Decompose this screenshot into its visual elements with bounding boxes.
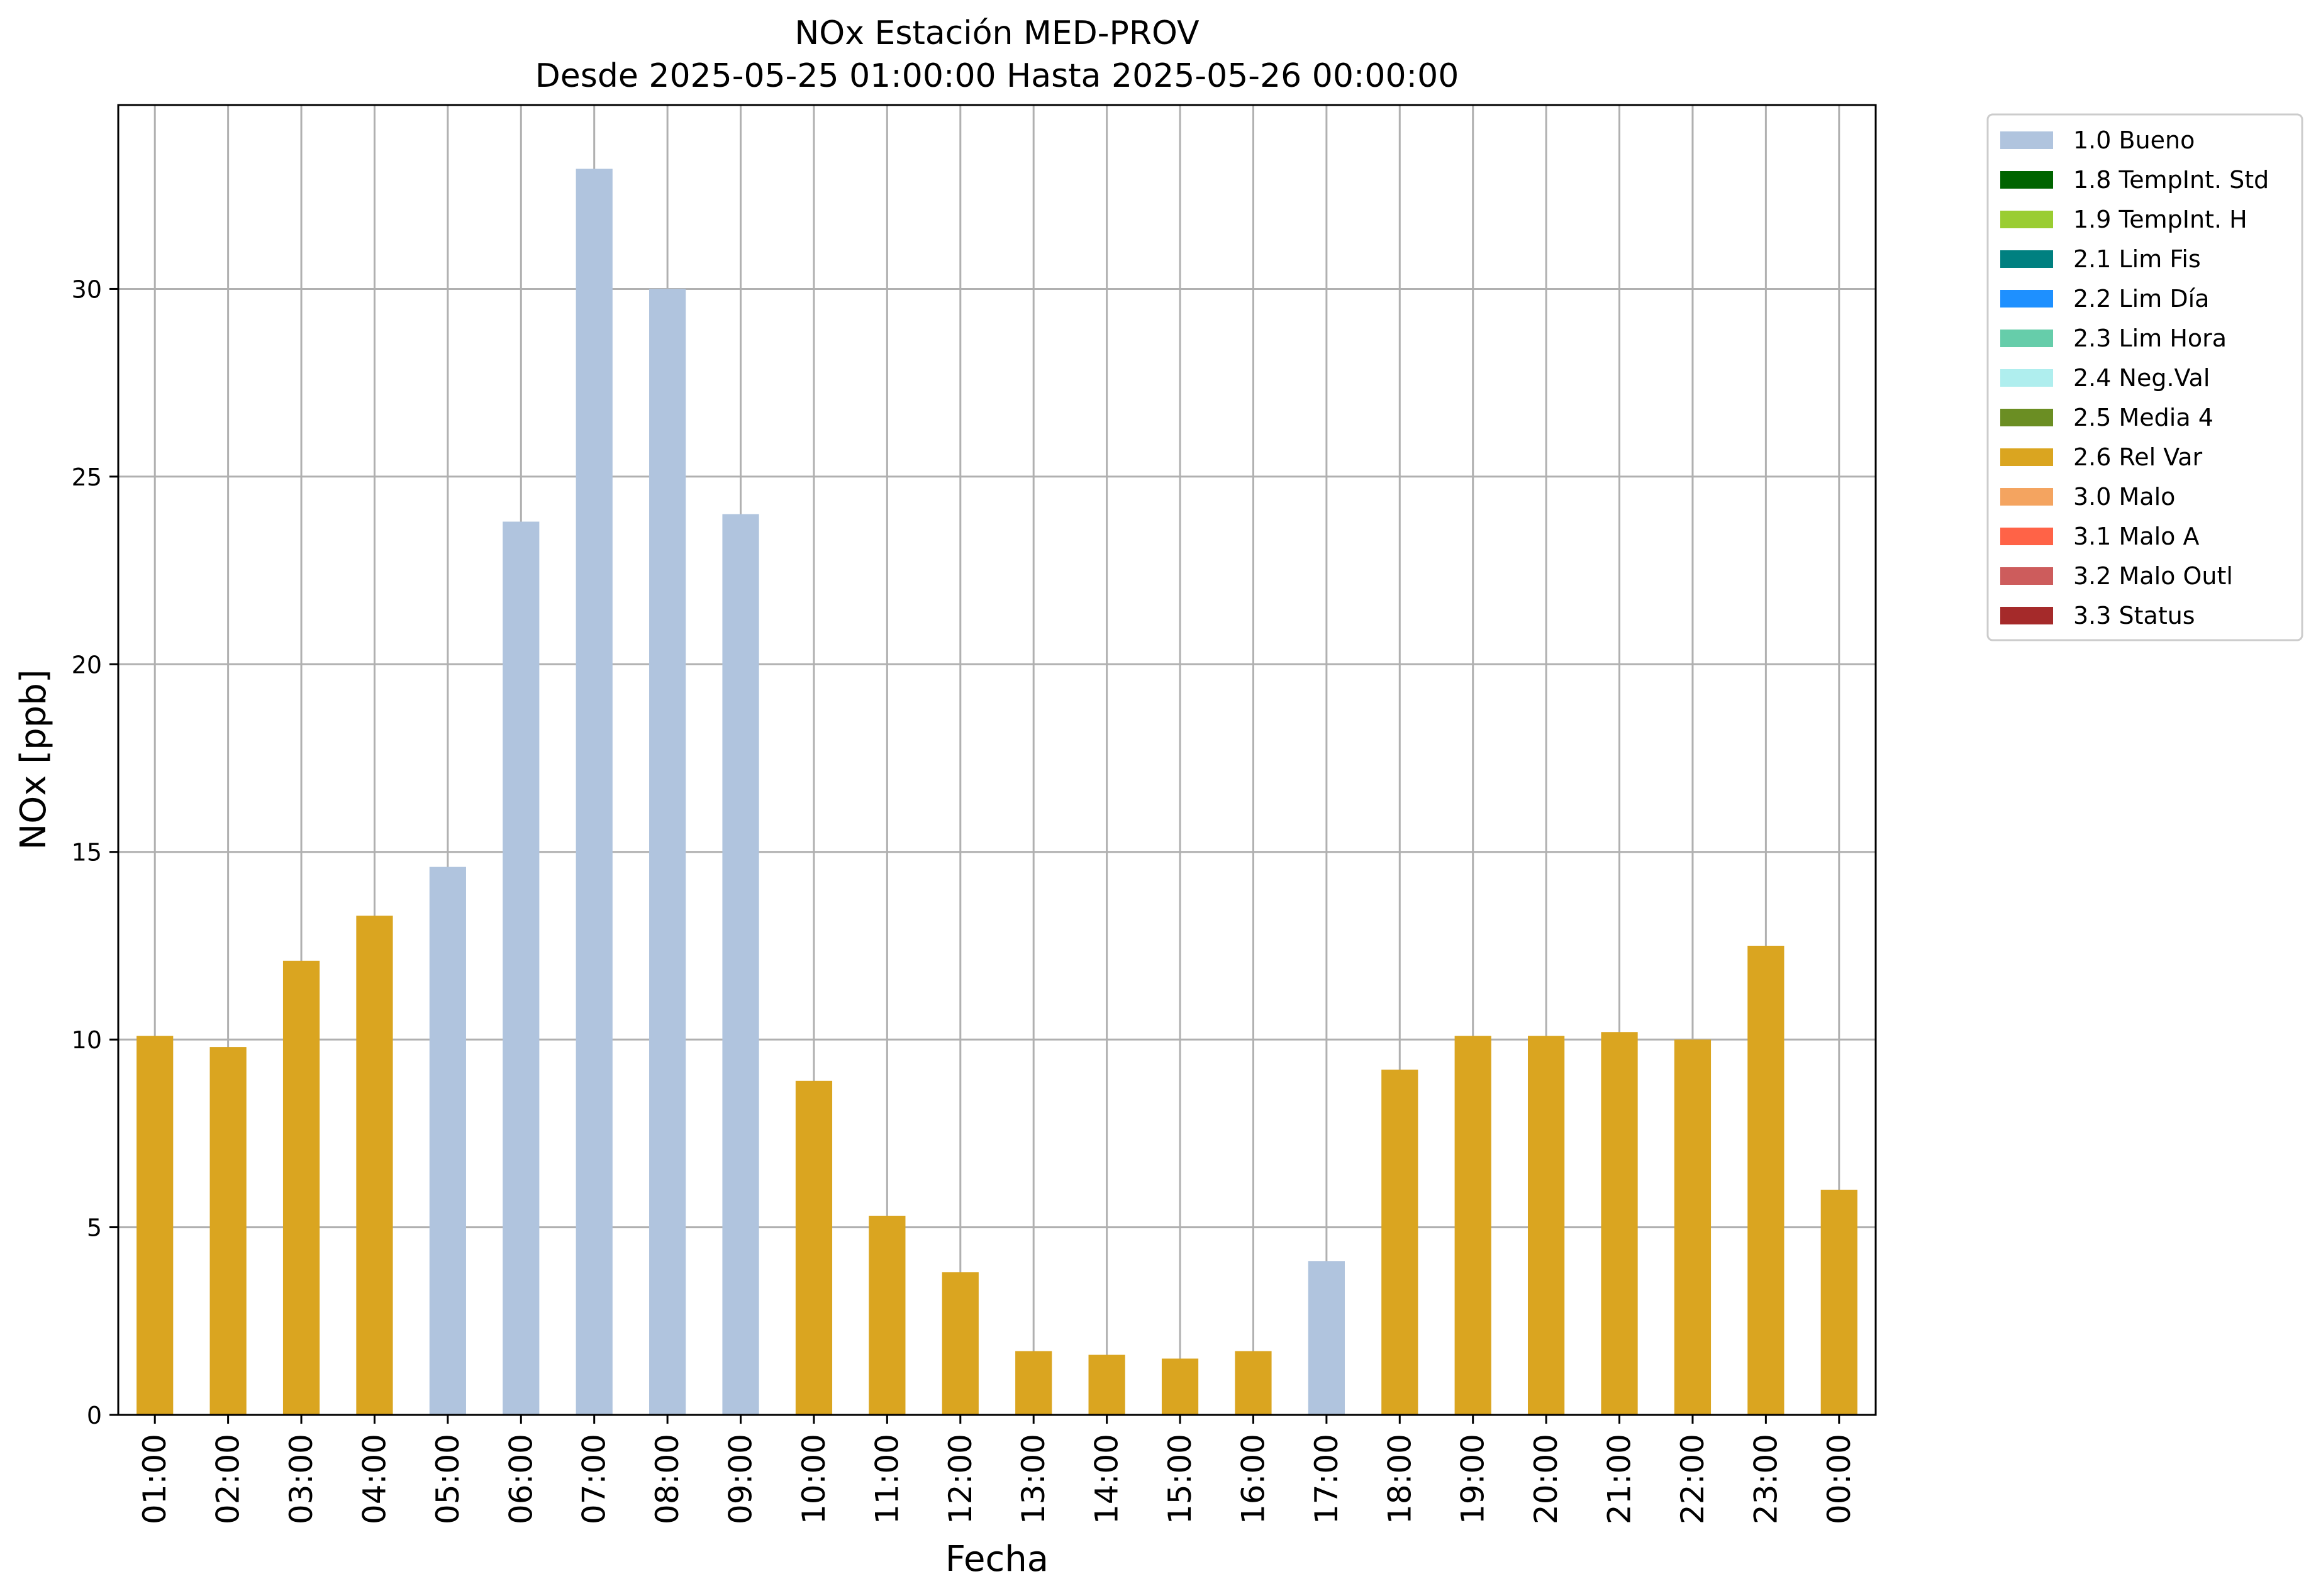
x-tick-label: 20:00 <box>1528 1434 1564 1524</box>
bar-2300 <box>1747 945 1784 1415</box>
legend-label: 1.9 TempInt. H <box>2073 206 2247 233</box>
bar-layer <box>136 169 1857 1416</box>
bar-0500 <box>429 867 466 1415</box>
x-tick-label: 03:00 <box>283 1434 320 1524</box>
x-tick-label: 23:00 <box>1747 1434 1784 1524</box>
bar-1700 <box>1308 1261 1345 1415</box>
legend-swatch <box>2000 488 2053 506</box>
bar-0300 <box>282 960 320 1415</box>
x-tick-label: 02:00 <box>210 1434 247 1524</box>
y-tick-label: 5 <box>87 1214 102 1242</box>
bar-2000 <box>1528 1036 1565 1415</box>
legend-swatch <box>2000 171 2053 189</box>
x-tick-label: 15:00 <box>1162 1434 1198 1524</box>
legend: 1.0 Bueno 1.8 TempInt. Std 1.9 TempInt. H 2… <box>1986 113 2303 641</box>
x-tick-label: 07:00 <box>576 1434 613 1524</box>
legend-swatch <box>2000 330 2053 347</box>
bar-1600 <box>1235 1351 1272 1415</box>
y-axis-label: NOx [ppb] <box>13 669 54 850</box>
legend-swatch <box>2000 131 2053 149</box>
chart-title-line2: Desde 2025-05-25 01:00:00 Hasta 2025-05-… <box>535 57 1459 95</box>
legend-swatch <box>2000 290 2053 308</box>
x-tick-label: 18:00 <box>1381 1434 1418 1524</box>
x-tick-label: 17:00 <box>1308 1434 1345 1524</box>
bar-0200 <box>209 1047 247 1415</box>
bar-1300 <box>1015 1351 1052 1415</box>
legend-label: 3.1 Malo A <box>2073 523 2199 550</box>
bar-2200 <box>1674 1039 1712 1415</box>
bar-1100 <box>869 1216 906 1415</box>
bar-0100 <box>136 1036 174 1415</box>
legend-frame <box>1986 113 2303 641</box>
legend-swatch <box>2000 250 2053 268</box>
legend-label: 2.1 Lim Fis <box>2073 245 2201 273</box>
legend-swatch <box>2000 409 2053 426</box>
legend-label: 2.5 Media 4 <box>2073 404 2213 431</box>
x-tick-label: 05:00 <box>430 1434 466 1524</box>
bar-0000 <box>1820 1189 1857 1415</box>
bar-1500 <box>1161 1358 1199 1415</box>
legend-swatch <box>2000 369 2053 387</box>
bar-0700 <box>576 169 613 1416</box>
x-tick-label: 09:00 <box>723 1434 759 1524</box>
legend-label: 2.3 Lim Hora <box>2073 324 2227 352</box>
y-tick-label: 30 <box>72 275 102 303</box>
legend-swatch <box>2000 448 2053 466</box>
chart-title-line1: NOx Estación MED-PROV <box>794 14 1200 52</box>
legend-label: 3.0 Malo <box>2073 483 2175 511</box>
y-tick-label: 0 <box>87 1402 102 1429</box>
x-tick-label: 16:00 <box>1235 1434 1271 1524</box>
bar-1200 <box>942 1272 979 1415</box>
bar-1900 <box>1454 1036 1491 1415</box>
legend-label: 1.8 TempInt. Std <box>2073 166 2269 194</box>
y-tick-label: 10 <box>72 1026 102 1054</box>
x-tick-label: 14:00 <box>1089 1434 1125 1524</box>
x-tick-label: 19:00 <box>1455 1434 1491 1524</box>
legend-label: 2.6 Rel Var <box>2073 443 2203 471</box>
x-tick-label: 00:00 <box>1821 1434 1857 1524</box>
bar-1000 <box>795 1080 833 1415</box>
x-tick-label: 06:00 <box>503 1434 539 1524</box>
bar-1400 <box>1088 1355 1125 1415</box>
y-tick-label: 15 <box>72 839 102 867</box>
x-tick-label: 11:00 <box>869 1434 905 1524</box>
bar-1800 <box>1381 1069 1418 1415</box>
legend-swatch <box>2000 211 2053 228</box>
legend-items: 1.0 Bueno 1.8 TempInt. Std 1.9 TempInt. H 2… <box>2000 126 2269 629</box>
bar-0900 <box>722 514 759 1415</box>
y-tick-label: 20 <box>72 651 102 679</box>
bar-2100 <box>1601 1032 1638 1415</box>
legend-label: 2.2 Lim Día <box>2073 285 2209 313</box>
legend-label: 3.2 Malo Outl <box>2073 562 2233 590</box>
legend-swatch <box>2000 567 2053 585</box>
x-tick-label: 10:00 <box>796 1434 832 1524</box>
legend-swatch <box>2000 607 2053 624</box>
x-axis-label: Fecha <box>945 1539 1049 1580</box>
plot-frame <box>117 104 1877 1416</box>
x-tick-label: 04:00 <box>356 1434 392 1524</box>
x-tick-label: 12:00 <box>942 1434 979 1524</box>
x-tick-label: 21:00 <box>1601 1434 1638 1524</box>
legend-swatch <box>2000 528 2053 545</box>
x-tick-label: 22:00 <box>1674 1434 1711 1524</box>
y-tick-label: 25 <box>72 463 102 491</box>
x-tick-label: 01:00 <box>136 1434 173 1524</box>
bar-0800 <box>649 289 686 1416</box>
legend-label: 1.0 Bueno <box>2073 126 2195 154</box>
axis-layer: 0 5 10 15 20 25 30 01:00 02:00 03:00 04:00 05:00 06:… <box>72 275 1857 1524</box>
bar-0600 <box>503 521 540 1415</box>
legend-label: 2.4 Neg.Val <box>2073 364 2210 392</box>
x-tick-label: 13:00 <box>1015 1434 1052 1524</box>
bar-0400 <box>356 916 393 1415</box>
legend-label: 3.3 Status <box>2073 602 2195 629</box>
x-tick-label: 08:00 <box>649 1434 686 1524</box>
